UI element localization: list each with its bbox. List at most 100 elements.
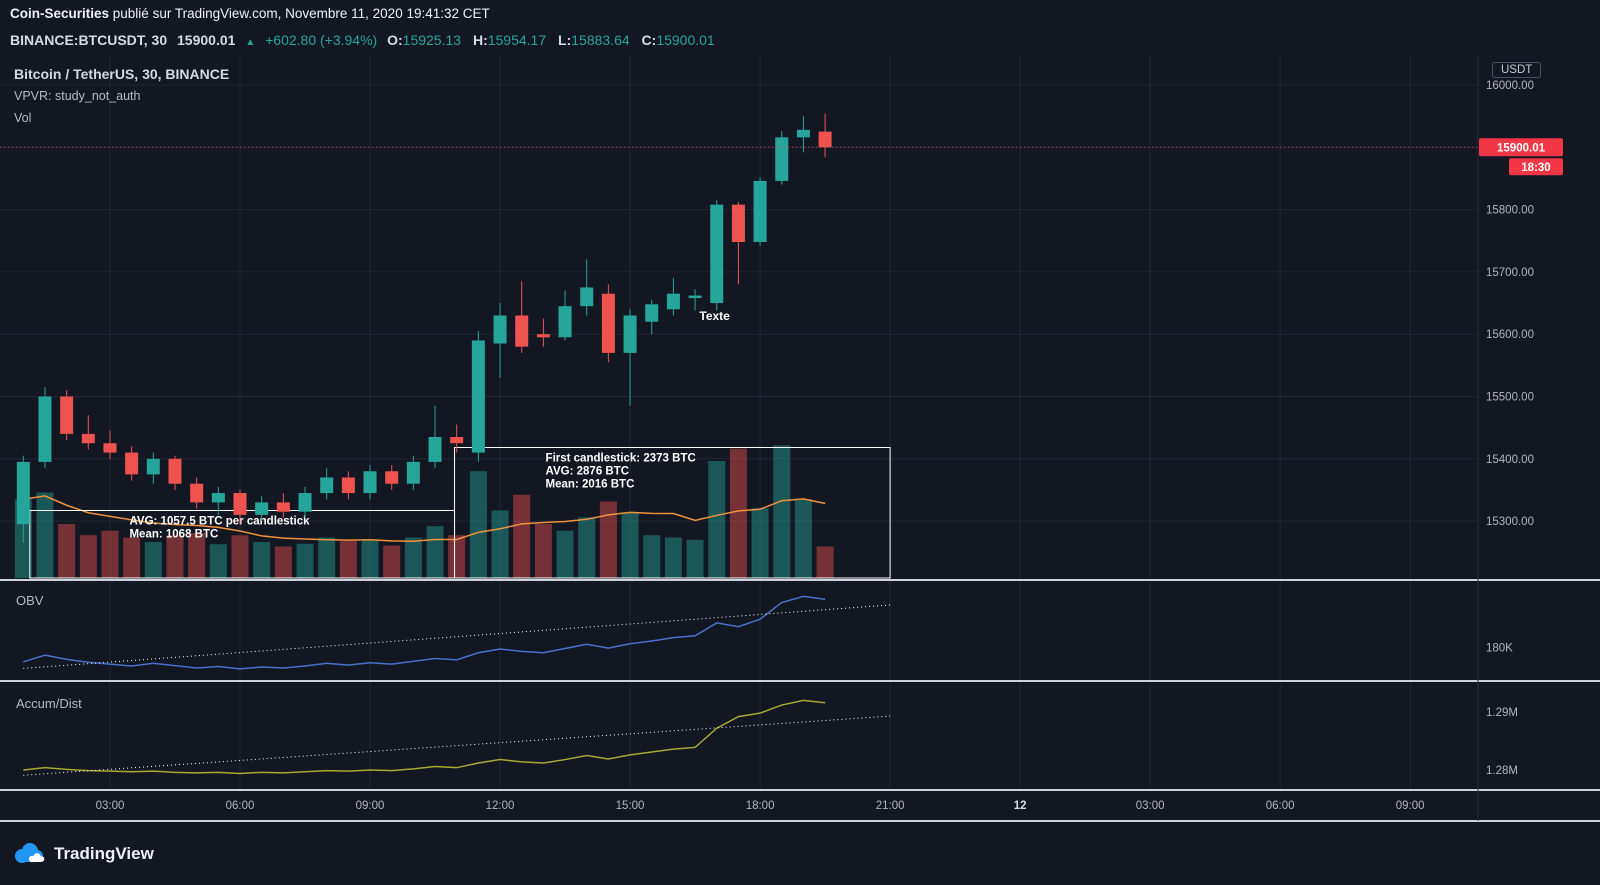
volume-bar: [816, 546, 834, 578]
accdist-pane-label[interactable]: Accum/Dist: [16, 696, 82, 711]
volume-annotation-text: First candlestick: 2373 BTC: [546, 453, 696, 465]
candle-up: [38, 396, 52, 462]
candle-down: [60, 396, 74, 434]
candle-down: [233, 493, 247, 515]
volume-bar: [209, 544, 227, 578]
time-axis-label: 06:00: [1266, 800, 1295, 812]
volume-bar: [621, 512, 639, 578]
price-axis-label: 16000.00: [1486, 80, 1534, 92]
price-axis-label: 15400.00: [1486, 454, 1534, 466]
candle-up: [666, 293, 680, 310]
candle-up: [16, 461, 30, 525]
volume-bar: [556, 530, 574, 578]
up-arrow-icon: ▲: [245, 37, 256, 48]
low-value: 15883.64: [571, 32, 630, 48]
volume-bar: [751, 508, 769, 578]
accdist-axis-label: 1.28M: [1486, 765, 1518, 777]
time-axis-label: 09:00: [1396, 800, 1425, 812]
time-axis-label: 06:00: [226, 800, 255, 812]
time-axis-label: 03:00: [1136, 800, 1165, 812]
candle-up: [363, 471, 377, 494]
volume-annotation-text: AVG: 1057.5 BTC per candlestick: [129, 516, 310, 528]
current-price-badge: [1479, 138, 1563, 157]
candle-down: [125, 452, 139, 475]
candle-up: [428, 436, 442, 462]
volume-bar: [404, 537, 422, 578]
volume-bar: [448, 535, 466, 578]
volume-bar: [664, 537, 682, 578]
volume-bar: [708, 461, 726, 578]
volume-bar: [469, 471, 487, 578]
price-axis-label: 15800.00: [1486, 205, 1534, 217]
price-axis-label: 15300.00: [1486, 516, 1534, 528]
volume-bar: [101, 530, 119, 578]
obv-trendline[interactable]: [23, 604, 891, 669]
candle-down: [103, 443, 117, 453]
candle-up: [298, 493, 312, 512]
volume-bar: [729, 448, 747, 578]
volume-bar: [383, 545, 401, 578]
candle-down: [276, 502, 290, 512]
price-change: +602.80 (+3.94%): [265, 32, 378, 48]
volume-bar: [773, 445, 791, 578]
volume-bar: [144, 542, 162, 578]
volume-bar: [188, 533, 206, 578]
volume-bar: [36, 492, 54, 578]
volume-bar: [296, 543, 314, 578]
candle-up: [471, 340, 485, 453]
candle-up: [320, 477, 334, 494]
obv-pane-label[interactable]: OBV: [16, 593, 44, 608]
publish-info: publié sur TradingView.com, Novembre 11,…: [109, 6, 490, 21]
candle-up: [775, 137, 789, 181]
candle-down: [515, 315, 529, 347]
text-annotation: Texte: [699, 309, 730, 323]
volume-bar: [318, 537, 336, 578]
volume-annotation-box[interactable]: [454, 447, 891, 579]
volume-bar: [426, 526, 444, 578]
symbol-name[interactable]: BINANCE:BTCUSDT, 30: [10, 32, 168, 48]
volume-bar: [491, 510, 509, 578]
chart-area[interactable]: AVG: 1057.5 BTC per candlestick Mean: 106…: [0, 56, 1600, 822]
volume-bar: [578, 517, 596, 578]
volume-annotation-text: Mean: 2016 BTC: [546, 479, 635, 491]
close-label: C:: [641, 32, 657, 48]
candle-up: [688, 295, 702, 299]
candle-up: [211, 493, 225, 503]
candle-down: [601, 293, 615, 353]
time-axis-label: 21:00: [876, 800, 905, 812]
accdist-trendline[interactable]: [23, 715, 891, 776]
accdist-line: [23, 699, 826, 775]
volume-bar: [253, 542, 271, 578]
author-name: Coin-Securities: [10, 6, 110, 21]
price-axis-label: 15500.00: [1486, 392, 1534, 404]
countdown-badge: [1509, 158, 1563, 176]
obv-line: [23, 595, 826, 670]
publish-bar: Coin-Securities publié sur TradingView.c…: [0, 0, 1600, 26]
volume-bar: [339, 541, 357, 578]
candle-up: [406, 461, 420, 484]
tradingview-logo[interactable]: [12, 842, 46, 866]
high-value: 15954.17: [487, 32, 547, 48]
time-axis-label: 12:00: [486, 800, 515, 812]
currency-button[interactable]: USDT: [1492, 62, 1542, 78]
tradingview-brand[interactable]: TradingView: [54, 843, 154, 863]
volume-bar: [231, 535, 249, 578]
countdown-badge-text: 18:30: [1521, 162, 1550, 174]
volume-bar: [79, 535, 97, 578]
accdist-axis-label: 1.29M: [1486, 707, 1518, 719]
candle-up: [493, 315, 507, 344]
candle-up: [255, 502, 269, 515]
open-value: 15925.13: [402, 32, 462, 48]
volume-annotation-text: AVG: 2876 BTC: [546, 466, 630, 478]
volume-annotation-text: Mean: 1068 BTC: [129, 529, 218, 541]
volume-bar: [166, 535, 184, 578]
volume-bar: [361, 539, 379, 578]
price-axis-label: 15600.00: [1486, 329, 1534, 341]
volume-bar: [513, 494, 531, 578]
volume-bar: [643, 535, 661, 578]
candle-down: [81, 433, 95, 444]
volume-ma-line: [23, 495, 826, 543]
candle-down: [536, 334, 550, 338]
candle-down: [731, 204, 745, 242]
